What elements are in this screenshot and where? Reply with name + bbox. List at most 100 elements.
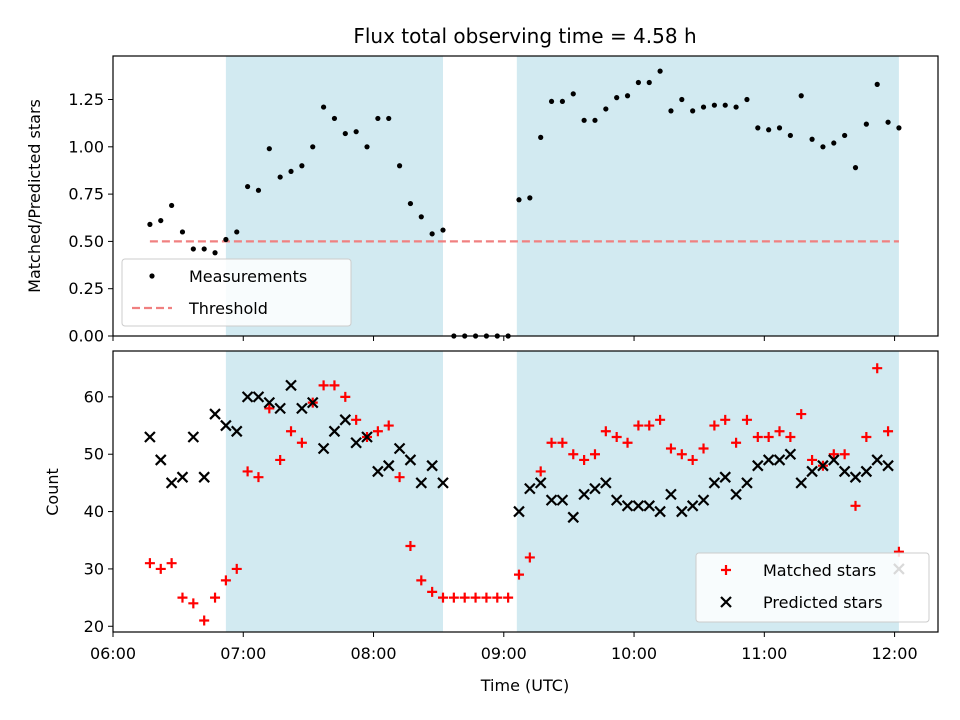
matched-star-point	[275, 454, 286, 465]
measurement-point	[711, 102, 717, 108]
measurement-point	[299, 163, 305, 169]
measurement-point	[288, 168, 294, 175]
matched-star-point	[188, 598, 199, 609]
measurement-point	[863, 121, 869, 127]
measurement-point	[190, 246, 196, 252]
predicted-star-point	[578, 488, 590, 501]
measurement-point	[548, 98, 555, 105]
measurement-point	[896, 125, 902, 131]
measurement-point	[787, 132, 793, 139]
matched-star-point	[210, 592, 221, 603]
chart-title: Flux total observing time = 4.58 h	[353, 24, 696, 48]
predicted-star-point	[589, 482, 601, 495]
predicted-star-point	[524, 482, 536, 495]
matched-star-point	[459, 592, 470, 603]
measurement-point	[570, 91, 576, 97]
matched-star-point	[264, 403, 275, 414]
matched-star-point	[665, 443, 676, 454]
matched-star-point	[644, 420, 655, 431]
predicted-star-point	[187, 431, 200, 443]
matched-star-point	[405, 540, 416, 551]
measurement-point	[776, 125, 783, 131]
predicted-star-point	[741, 477, 753, 489]
predicted-star-point	[665, 488, 677, 501]
measurement-point	[266, 146, 272, 152]
measurement-point	[657, 68, 663, 74]
legend-label: Predicted stars	[763, 593, 883, 612]
predicted-star-point	[230, 425, 243, 438]
predicted-star-point	[610, 494, 623, 506]
predicted-star-point	[339, 414, 352, 426]
legend-label: Threshold	[188, 299, 268, 318]
predicted-star-point	[882, 459, 894, 472]
y-tick-label: 0.75	[68, 185, 104, 204]
matched-star-point	[774, 426, 785, 437]
measurement-point	[375, 115, 381, 122]
measurement-point	[874, 81, 880, 87]
matched-star-point	[676, 449, 687, 460]
measurement-point	[820, 144, 826, 150]
measurement-point	[614, 95, 620, 101]
matched-star-point	[253, 472, 264, 483]
measurement-point	[310, 144, 316, 150]
measurement-point	[234, 229, 240, 235]
measurement-point	[396, 163, 403, 169]
x-tick-label: 08:00	[350, 644, 396, 663]
legend-label: Matched stars	[763, 561, 876, 580]
predicted-star-point	[252, 391, 265, 403]
y-tick-label: 0.00	[68, 327, 104, 346]
predicted-star-point	[144, 431, 156, 443]
matched-star-point	[438, 592, 448, 603]
measurement-point	[538, 134, 544, 140]
measurement-point	[624, 93, 631, 99]
predicted-star-point	[350, 436, 362, 449]
matched-star-point	[513, 569, 524, 580]
predicted-star-point	[654, 505, 666, 518]
predicted-star-point	[220, 419, 232, 432]
measurement-point	[690, 108, 696, 114]
matched-star-point	[579, 454, 590, 465]
measurement-point	[581, 117, 587, 123]
matched-star-point	[763, 432, 774, 443]
matched-star-point	[318, 380, 329, 391]
matched-star-point	[481, 592, 492, 603]
measurement-point	[418, 214, 424, 220]
measurement-point	[320, 104, 327, 110]
y-tick-label: 1.25	[68, 90, 104, 109]
predicted-star-point	[806, 465, 818, 478]
matched-star-point	[568, 449, 579, 460]
predicted-star-point	[241, 391, 254, 403]
predicted-star-point	[849, 471, 862, 483]
bottom-y-axis-label: Count	[43, 468, 62, 516]
measurement-point	[158, 217, 164, 224]
predicted-star-point	[567, 511, 580, 524]
legend-box	[121, 258, 352, 327]
matched-star-point	[177, 592, 188, 603]
predicted-star-point	[372, 465, 384, 478]
measurement-point	[245, 183, 251, 190]
matched-star-point	[731, 437, 742, 448]
predicted-star-point	[404, 454, 417, 466]
measurement-point	[364, 144, 370, 150]
predicted-star-point	[296, 402, 308, 415]
matched-star-point	[752, 432, 763, 443]
measurement-point	[527, 195, 533, 201]
measurement-point	[635, 79, 641, 86]
matched-star-point	[622, 437, 633, 448]
top-y-axis-label: Matched/Predicted stars	[25, 99, 44, 293]
predicted-star-point	[165, 477, 178, 489]
measurement-point	[147, 221, 153, 227]
predicted-star-point	[752, 459, 764, 472]
matched-star-point	[383, 420, 394, 431]
predicted-star-point	[285, 379, 297, 392]
predicted-star-point	[697, 494, 710, 506]
axes-frame	[112, 55, 939, 337]
measurement-point	[342, 130, 348, 137]
matched-star-point	[796, 409, 807, 420]
x-tick-label: 11:00	[741, 644, 787, 663]
y-tick-label: 0.50	[68, 232, 104, 251]
matched-star-point	[850, 500, 861, 511]
matched-star-point	[698, 443, 709, 454]
shaded-interval	[516, 56, 899, 336]
